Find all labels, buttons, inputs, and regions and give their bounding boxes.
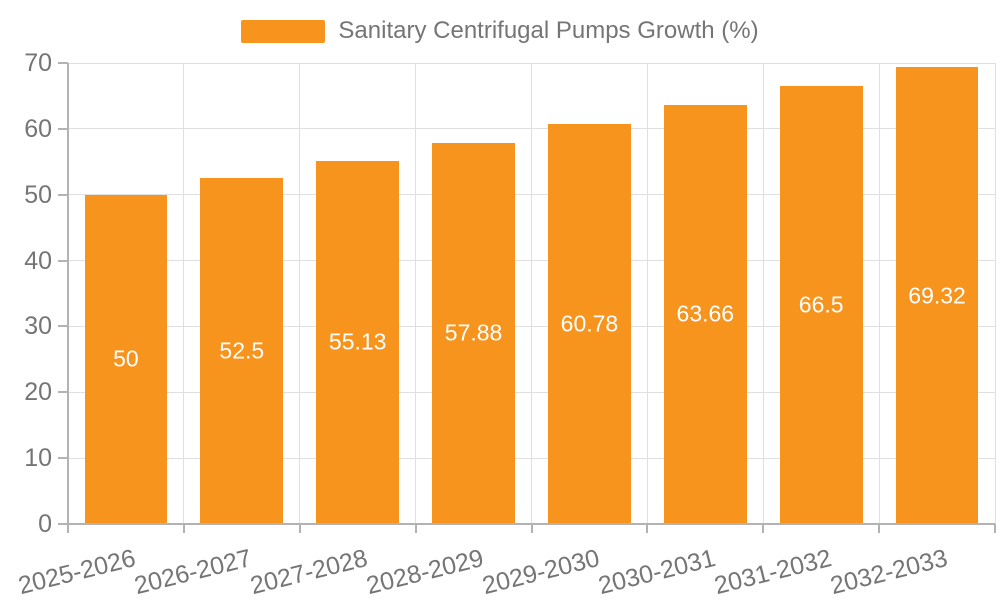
y-tick-label: 40 bbox=[24, 246, 52, 275]
legend-label: Sanitary Centrifugal Pumps Growth (%) bbox=[338, 17, 759, 44]
y-tick-label: 20 bbox=[24, 378, 52, 407]
x-axis-tick bbox=[994, 524, 996, 533]
x-tick-label: 2031-2032 bbox=[711, 544, 834, 600]
bar-value-label: 63.66 bbox=[676, 300, 735, 327]
y-axis-tick bbox=[58, 259, 68, 262]
bar-value-label: 69.32 bbox=[908, 282, 966, 309]
bar bbox=[84, 194, 168, 524]
bar-value-label: 60.78 bbox=[560, 310, 619, 337]
x-axis-tick bbox=[298, 524, 301, 533]
x-gridline bbox=[299, 63, 301, 524]
bar bbox=[548, 123, 631, 524]
x-axis-tick bbox=[414, 524, 417, 533]
bar bbox=[779, 86, 863, 524]
x-tick-label: 2032-2033 bbox=[827, 544, 950, 600]
y-axis-tick bbox=[58, 193, 68, 196]
x-tick-label: 2026-2027 bbox=[131, 544, 255, 600]
x-gridline bbox=[878, 63, 880, 524]
legend-swatch bbox=[241, 19, 326, 43]
y-axis-tick bbox=[58, 325, 68, 328]
x-gridline bbox=[183, 63, 185, 524]
bar bbox=[663, 104, 747, 524]
y-tick-label: 50 bbox=[24, 180, 52, 209]
y-tick-label: 0 bbox=[38, 510, 52, 538]
x-gridline bbox=[415, 63, 417, 524]
x-gridline bbox=[646, 63, 648, 524]
bar bbox=[200, 178, 284, 524]
y-tick-label: 30 bbox=[24, 312, 52, 341]
y-axis-tick bbox=[58, 62, 68, 64]
x-tick-label: 2027-2028 bbox=[247, 544, 371, 600]
bar bbox=[895, 67, 979, 524]
x-tick-label: 2025-2026 bbox=[15, 544, 139, 600]
bar bbox=[316, 160, 400, 524]
y-tick-label: 10 bbox=[24, 444, 52, 473]
x-axis-line bbox=[58, 523, 995, 525]
bar-value-label: 52.5 bbox=[219, 337, 265, 364]
bar bbox=[432, 142, 515, 524]
x-axis-tick bbox=[762, 524, 765, 533]
y-axis-line bbox=[67, 63, 69, 533]
x-tick-label: 2030-2031 bbox=[595, 544, 719, 600]
x-axis-tick bbox=[182, 524, 185, 533]
legend: Sanitary Centrifugal Pumps Growth (%) bbox=[0, 17, 1000, 45]
x-axis-tick bbox=[530, 524, 533, 533]
y-axis-tick bbox=[58, 127, 68, 130]
bar-value-label: 55.13 bbox=[328, 328, 387, 355]
x-gridline bbox=[994, 63, 996, 524]
x-axis-tick bbox=[878, 524, 881, 533]
x-tick-label: 2028-2029 bbox=[363, 544, 487, 600]
y-tick-label: 60 bbox=[24, 114, 52, 143]
x-gridline bbox=[762, 63, 764, 524]
y-axis-tick bbox=[58, 457, 68, 460]
bar-value-label: 50 bbox=[113, 345, 139, 372]
y-tick-label: 70 bbox=[24, 49, 52, 77]
x-axis-tick bbox=[646, 524, 649, 533]
y-axis-tick bbox=[58, 391, 68, 394]
x-gridline bbox=[531, 63, 532, 524]
bar-value-label: 57.88 bbox=[444, 319, 503, 346]
legend-item[interactable]: Sanitary Centrifugal Pumps Growth (%) bbox=[241, 17, 759, 45]
bar-value-label: 66.5 bbox=[798, 291, 844, 318]
x-tick-label: 2029-2030 bbox=[479, 544, 603, 600]
